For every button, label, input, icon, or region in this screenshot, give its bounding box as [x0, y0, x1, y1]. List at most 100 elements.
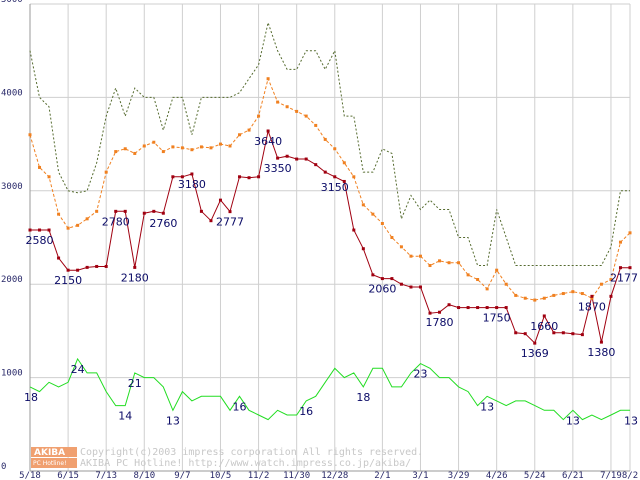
point-min — [504, 306, 508, 310]
point-min — [28, 228, 32, 232]
data-label: 14 — [118, 410, 132, 423]
point-average — [409, 254, 413, 258]
x-tick-label: 5/24 — [524, 471, 546, 480]
data-label: 1750 — [483, 312, 511, 325]
x-tick-label: 11/2 — [248, 471, 270, 480]
data-label: 13 — [166, 414, 180, 427]
point-min — [628, 266, 632, 270]
point-average — [571, 290, 575, 294]
point-min — [333, 175, 337, 179]
point-average — [161, 150, 165, 154]
point-average — [361, 203, 365, 207]
point-min — [599, 340, 603, 344]
x-tick-label: 5/18 — [19, 471, 41, 480]
point-min — [171, 175, 175, 179]
point-average — [418, 254, 422, 258]
point-average — [380, 221, 384, 225]
x-tick-label: 10/5 — [210, 471, 232, 480]
logo-bottom-bar — [31, 458, 77, 468]
point-average — [76, 223, 80, 227]
point-min — [571, 332, 575, 336]
point-average — [495, 268, 499, 272]
point-min — [447, 303, 451, 307]
point-min — [238, 175, 242, 179]
point-average — [28, 133, 32, 137]
data-label: 1780 — [426, 316, 454, 329]
point-average — [599, 282, 603, 286]
point-min — [514, 331, 518, 335]
point-min — [409, 285, 413, 289]
point-min — [495, 306, 499, 310]
point-average — [66, 226, 70, 230]
point-average — [257, 114, 261, 118]
x-tick-label: 9/7 — [174, 471, 190, 480]
point-average — [209, 146, 213, 150]
data-label: 1870 — [578, 300, 606, 313]
point-average — [390, 236, 394, 239]
point-min — [542, 314, 546, 318]
data-label: 2760 — [149, 217, 177, 230]
data-label: 1369 — [521, 347, 549, 360]
point-min — [180, 175, 184, 179]
point-average — [533, 298, 537, 302]
point-min — [218, 198, 222, 202]
point-min — [428, 311, 432, 315]
point-min — [266, 129, 270, 133]
point-average — [580, 292, 584, 296]
y-tick-label: 5000 — [1, 0, 23, 5]
point-min — [380, 277, 384, 281]
point-average — [590, 296, 594, 300]
data-label: 2060 — [368, 283, 396, 296]
y-tick-label: 4000 — [1, 88, 23, 98]
data-label: 13 — [566, 414, 580, 427]
point-average — [47, 175, 51, 179]
point-average — [428, 264, 432, 268]
point-min — [399, 282, 403, 286]
point-average — [238, 133, 242, 137]
point-min — [590, 294, 594, 298]
point-min — [314, 163, 318, 167]
series-lines — [29, 20, 631, 421]
point-min — [523, 332, 527, 336]
point-average — [57, 212, 61, 216]
point-min — [104, 264, 108, 268]
data-label: 21 — [128, 377, 142, 390]
point-average — [276, 100, 280, 104]
point-min — [85, 265, 89, 269]
point-min — [390, 277, 394, 281]
point-average — [38, 165, 42, 169]
x-tick-label: 8/2 — [622, 471, 638, 480]
point-min — [485, 306, 489, 310]
point-min — [276, 156, 280, 160]
point-average — [285, 105, 289, 109]
point-min — [418, 285, 422, 289]
x-tick-label: 3/29 — [448, 471, 470, 480]
point-average — [523, 296, 527, 300]
data-label: 18 — [356, 391, 370, 404]
data-label: 3180 — [178, 178, 206, 191]
point-min — [618, 266, 622, 270]
point-average — [457, 261, 461, 265]
point-min — [361, 247, 365, 251]
point-min — [247, 176, 251, 180]
data-label: 13 — [624, 414, 638, 427]
data-label: 18 — [24, 391, 38, 404]
point-min — [76, 268, 80, 272]
point-min — [371, 273, 375, 277]
point-min — [66, 268, 70, 272]
point-min — [476, 306, 480, 310]
data-label: 1380 — [587, 346, 615, 359]
point-average — [476, 278, 480, 282]
point-min — [57, 256, 61, 260]
point-average — [485, 287, 489, 291]
point-average — [228, 144, 232, 148]
point-average — [552, 293, 556, 297]
x-tick-label: 2/1 — [374, 471, 390, 480]
point-min — [352, 228, 356, 232]
logo-line1: AKIBA — [34, 448, 65, 458]
point-average — [447, 261, 451, 265]
data-label: 2780 — [102, 215, 130, 228]
point-min — [438, 310, 442, 314]
data-label: 2580 — [26, 234, 54, 247]
point-average — [542, 296, 546, 300]
